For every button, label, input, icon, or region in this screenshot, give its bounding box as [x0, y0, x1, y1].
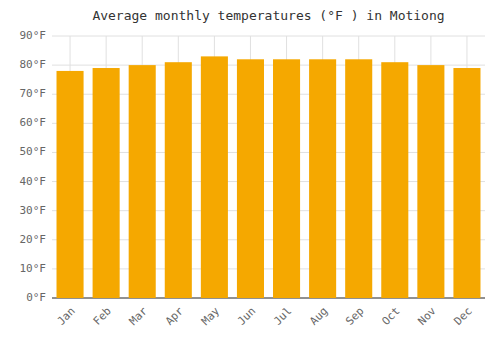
x-tick-label: Dec — [451, 305, 474, 328]
x-tick-label: Nov — [415, 304, 439, 328]
x-tick-label: Jan — [55, 305, 78, 328]
bar — [417, 65, 444, 298]
y-tick-label: 90°F — [20, 29, 47, 42]
y-tick-label: 80°F — [20, 58, 47, 71]
y-tick-label: 70°F — [20, 87, 47, 100]
y-grid-line — [52, 36, 485, 37]
title: Average monthly temperatures (°F ) in Mo… — [92, 8, 444, 23]
x-tick-label: Mar — [127, 304, 151, 328]
x-tick-label: Jun — [235, 305, 258, 328]
y-tick-label: 20°F — [20, 233, 47, 246]
bar — [129, 65, 156, 298]
x-tick-label: Apr — [163, 304, 187, 328]
y-tick-label: 50°F — [20, 145, 47, 158]
y-tick-label: 60°F — [20, 116, 47, 129]
bars — [57, 56, 481, 298]
bar — [201, 56, 228, 298]
y-tick-label: 30°F — [20, 204, 47, 217]
x-tick-label: Jul — [271, 305, 294, 328]
chart: 0°F 10°F 20°F 30°F 40°F 50°F 60°F 70°F 80°F 90°F J… — [0, 0, 500, 350]
y-tick-label: 40°F — [20, 175, 47, 188]
bar — [453, 68, 480, 298]
x-tick-label: Oct — [379, 305, 402, 328]
bar — [381, 62, 408, 298]
x-tick-label: Sep — [343, 305, 366, 328]
bar — [345, 59, 372, 298]
y-tick-label: 10°F — [20, 262, 47, 275]
x-tick-label: Aug — [307, 305, 330, 328]
bar — [57, 71, 84, 298]
bar — [237, 59, 264, 298]
y-tick-label: 0°F — [26, 291, 46, 304]
bar — [93, 68, 120, 298]
x-tick-label: Feb — [91, 305, 114, 328]
grid — [52, 36, 485, 298]
bar — [309, 59, 336, 298]
x-tick-label: May — [199, 304, 223, 328]
axes: 0°F 10°F 20°F 30°F 40°F 50°F 60°F 70°F 80°F 90°F J… — [20, 29, 486, 328]
bar — [273, 59, 300, 298]
bar — [165, 62, 192, 298]
